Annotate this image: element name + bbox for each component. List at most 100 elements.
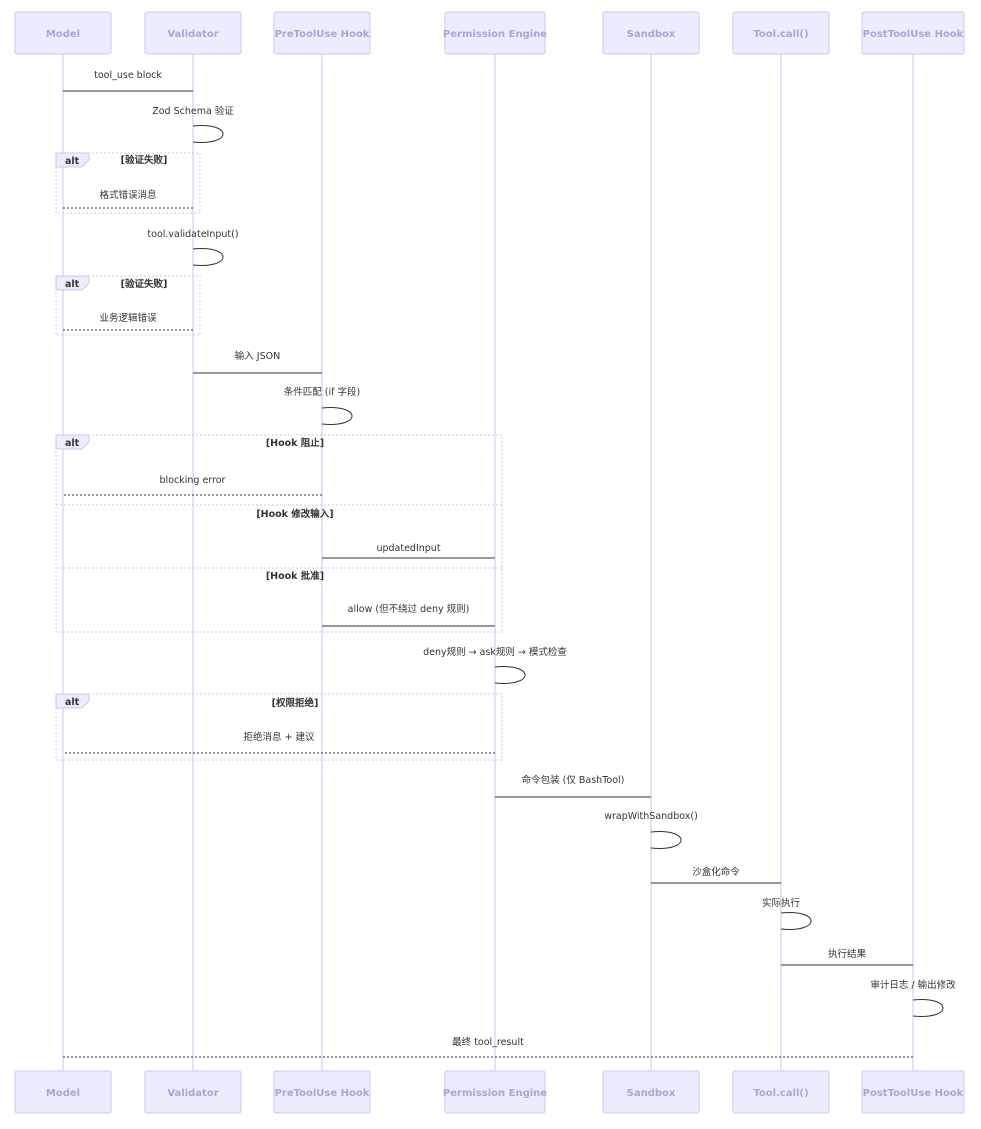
message-label: blocking error: [160, 475, 226, 486]
participant-box: [14, 1070, 112, 1114]
message-5: 输入 JSON: [193, 350, 322, 374]
message-label: 格式错误消息: [99, 189, 156, 201]
message-8: updatedInput: [322, 543, 495, 559]
participant-box: [273, 1070, 371, 1114]
message-label: allow (但不绕过 deny 规则): [348, 603, 470, 615]
participant-call-top: Tool.call(): [732, 11, 830, 55]
participant-box: [861, 11, 965, 55]
fragment-condition: [Hook 批准]: [266, 570, 324, 582]
participant-post-top: PostToolUse Hook: [861, 11, 965, 55]
participant-pre-top: PreToolUse Hook: [273, 11, 371, 55]
message-label: 沙盒化命令: [692, 866, 740, 878]
participant-call-bottom: Tool.call(): [732, 1070, 830, 1114]
participant-label: PreToolUse Hook: [275, 1088, 370, 1099]
fragment-condition: [Hook 阻止]: [266, 437, 324, 449]
alt-fragment-2: alt [Hook 阻止] [Hook 修改输入] [Hook 批准]: [55, 434, 503, 633]
participant-label: Model: [46, 29, 80, 40]
participant-box: [602, 1070, 700, 1114]
message-label: updatedInput: [376, 543, 440, 554]
fragment-condition: [验证失败]: [121, 154, 168, 166]
message-13: wrapWithSandbox(): [604, 811, 698, 849]
message-12: 命令包装 (仅 BashTool): [495, 774, 651, 798]
participant-label: Permission Engine: [443, 1088, 547, 1099]
participant-model-top: Model: [14, 11, 112, 55]
message-9: allow (但不绕过 deny 规则): [322, 603, 495, 627]
participant-box: [861, 1070, 965, 1114]
self-call-loop: [780, 912, 812, 930]
participant-label: Tool.call(): [753, 29, 808, 40]
participant-label: PreToolUse Hook: [275, 29, 370, 40]
participant-label: Sandbox: [627, 29, 676, 40]
participant-label: PostToolUse Hook: [863, 29, 964, 40]
participant-model-bottom: Model: [14, 1070, 112, 1114]
message-label: tool_use block: [94, 70, 162, 81]
participant-label: Sandbox: [627, 1088, 676, 1099]
self-call-loop: [192, 125, 224, 143]
fragment-type: alt: [65, 156, 80, 167]
participant-box: [144, 11, 242, 55]
fragment-tag: [55, 275, 90, 291]
participant-box: [273, 11, 371, 55]
fragment-condition: [验证失败]: [121, 278, 168, 290]
message-label: tool.validateInput(): [147, 229, 238, 240]
fragment-type: alt: [65, 697, 80, 708]
participant-perm-bottom: Permission Engine: [443, 1070, 547, 1114]
alt-fragments: alt [验证失败] alt [验证失败] alt [Hook 阻止] [Hook 修改输入…: [55, 152, 503, 761]
participant-label: Validator: [167, 29, 218, 40]
participant-box: [144, 1070, 242, 1114]
participant-label: Model: [46, 1088, 80, 1099]
lifelines: [62, 54, 914, 1071]
message-label: 最终 tool_result: [452, 1036, 524, 1048]
fragment-condition: [Hook 修改输入]: [256, 508, 333, 520]
participant-perm-top: Permission Engine: [443, 11, 547, 55]
participant-label: Validator: [167, 1088, 218, 1099]
message-14: 沙盒化命令: [651, 866, 781, 884]
participant-box: [602, 11, 700, 55]
message-label: 业务逻辑错误: [99, 312, 157, 324]
message-15: 实际执行: [762, 897, 812, 930]
message-18: 最终 tool_result: [63, 1036, 913, 1058]
message-4: 业务逻辑错误: [63, 312, 193, 331]
participant-sandbox-bottom: Sandbox: [602, 1070, 700, 1114]
participant-box: [444, 1070, 546, 1114]
self-call-loop: [192, 248, 224, 266]
message-label: 条件匹配 (if 字段): [284, 386, 360, 398]
participant-pre-bottom: PreToolUse Hook: [273, 1070, 371, 1114]
participant-box: [732, 1070, 830, 1114]
message-label: 拒绝消息 + 建议: [244, 731, 315, 743]
message-17: 审计日志 / 输出修改: [870, 979, 956, 1017]
message-16: 执行结果: [781, 948, 913, 966]
fragment-tag: [55, 693, 90, 709]
message-0: tool_use block: [63, 70, 193, 92]
message-label: wrapWithSandbox(): [604, 811, 698, 822]
message-1: Zod Schema 验证: [152, 105, 234, 143]
message-label: 审计日志 / 输出修改: [870, 979, 956, 991]
message-label: 实际执行: [762, 897, 801, 909]
message-7: blocking error: [63, 475, 322, 496]
message-label: Zod Schema 验证: [152, 105, 234, 117]
fragment-condition: [权限拒绝]: [272, 697, 319, 709]
participants: Model Model Validator Validator PreToolUse H…: [14, 11, 965, 1114]
self-call-loop: [912, 999, 944, 1017]
message-6: 条件匹配 (if 字段): [284, 386, 360, 425]
fragment-frame: [55, 275, 201, 336]
participant-validator-bottom: Validator: [144, 1070, 242, 1114]
alt-fragment-3: alt [权限拒绝]: [55, 693, 503, 761]
alt-fragment-0: alt [验证失败]: [55, 152, 201, 214]
fragment-type: alt: [65, 438, 80, 449]
self-call-loop: [321, 407, 353, 425]
message-label: deny规则 → ask规则 → 模式检查: [423, 646, 567, 658]
participant-validator-top: Validator: [144, 11, 242, 55]
participant-sandbox-top: Sandbox: [602, 11, 700, 55]
message-10: deny规则 → ask规则 → 模式检查: [423, 646, 567, 684]
message-label: 命令包装 (仅 BashTool): [522, 774, 625, 786]
fragment-frame: [55, 152, 201, 214]
fragment-tag: [55, 152, 90, 168]
participant-box: [14, 11, 112, 55]
alt-fragment-1: alt [验证失败]: [55, 275, 201, 336]
message-2: 格式错误消息: [63, 189, 193, 209]
message-label: 输入 JSON: [235, 350, 280, 362]
fragment-tag: [55, 434, 90, 450]
